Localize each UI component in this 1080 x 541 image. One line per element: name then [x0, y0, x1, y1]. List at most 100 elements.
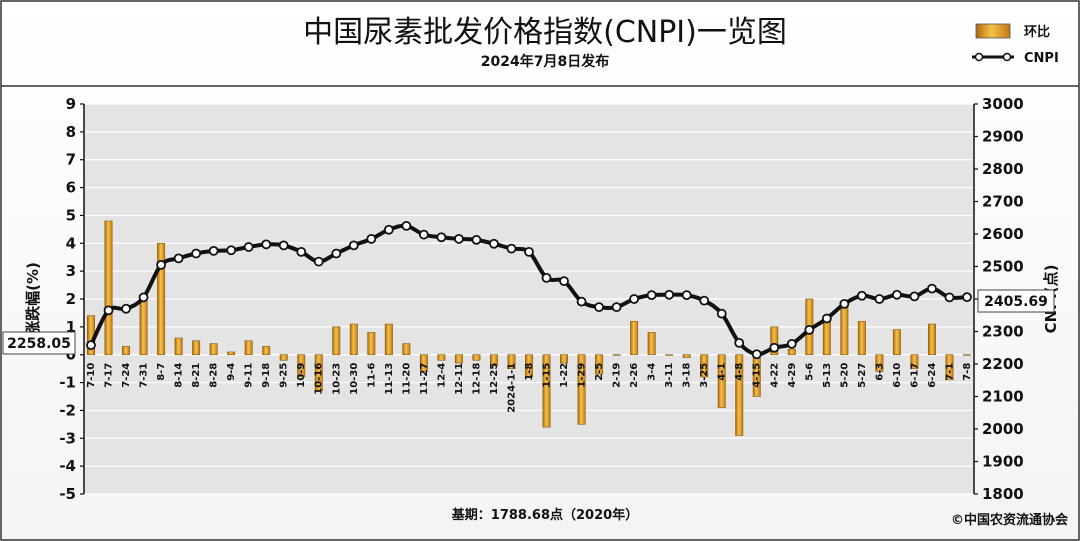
- cnpi-point: [86, 340, 96, 351]
- x-tick-label: 12-18: [471, 363, 482, 395]
- cnpi-point: [208, 245, 219, 256]
- y-left-tick-label: 4: [66, 234, 76, 252]
- x-tick-label: 11-13: [384, 363, 395, 395]
- x-tick-label: 6-17: [909, 363, 920, 388]
- cnpi-point: [331, 248, 342, 259]
- cnpi-point: [699, 295, 710, 306]
- legend-marker-right: [1002, 52, 1012, 62]
- bar: [892, 329, 901, 356]
- bar: [454, 354, 463, 364]
- y-right-tick-label: 3000: [982, 95, 1024, 113]
- bar: [963, 354, 971, 356]
- x-tick-label: 5-6: [804, 363, 815, 381]
- bar: [139, 301, 148, 356]
- x-tick-labels: 7-10 7-17 7-24 7-31 8-7 8-14 8-21 8-28 9-4 9-11 9-…: [86, 363, 973, 413]
- cnpi-point: [243, 242, 254, 252]
- cnpi-point: [856, 290, 867, 301]
- footer-base-period: 基期：1788.68点（2020年）: [451, 507, 638, 523]
- bar: [647, 332, 656, 356]
- footer-source: ©中国农资流通协会: [951, 512, 1069, 528]
- y-left-ticks: 9 8 7 6 5 4 3 2 1 0 -1 -2 -3 -4 -5: [59, 95, 84, 503]
- x-tick-label: 2024-1-1: [506, 363, 517, 413]
- x-tick-label: 1-8: [524, 363, 535, 381]
- bar: [279, 354, 288, 361]
- bar: [682, 354, 691, 358]
- cnpi-point: [278, 240, 289, 251]
- x-tick-label: 4-8: [734, 363, 745, 381]
- chart-subtitle: 2024年7月8日发布: [481, 53, 609, 70]
- x-tick-label: 9-25: [279, 363, 290, 388]
- x-tick-label: 3-18: [682, 363, 693, 388]
- bar: [122, 346, 131, 356]
- bar-series: [87, 220, 971, 436]
- bar: [770, 326, 779, 356]
- bar: [700, 354, 709, 378]
- y-left-tick-label: 3: [66, 262, 76, 280]
- cnpi-point: [716, 308, 727, 319]
- y-left-tick-label: 0: [66, 346, 76, 364]
- bar: [367, 332, 376, 356]
- legend-bar-swatch: [975, 23, 1011, 39]
- cnpi-point: [226, 245, 237, 256]
- legend-marker-left: [974, 52, 984, 62]
- x-tick-label: 3-4: [647, 363, 658, 381]
- cnpi-point: [804, 324, 815, 335]
- cnpi-point: [559, 276, 569, 287]
- x-tick-label: 4-22: [769, 363, 780, 388]
- x-tick-label: 1-29: [577, 363, 588, 388]
- cnpi-point: [751, 349, 762, 360]
- y-left-tick-label: 8: [66, 123, 76, 141]
- y-right-tick-label: 1800: [982, 485, 1024, 503]
- y-left-tick-label: -4: [59, 457, 76, 475]
- y-left-tick-label: -5: [59, 485, 76, 503]
- bar: [857, 320, 866, 356]
- cnpi-point: [681, 290, 692, 301]
- cnpi-point: [962, 292, 972, 303]
- x-tick-label: 10-30: [349, 363, 360, 395]
- y-left-tick-label: -3: [59, 429, 76, 447]
- cnpi-point: [821, 313, 832, 324]
- bar: [174, 337, 183, 356]
- y-left-tick-label: -2: [59, 401, 76, 419]
- chart-title: 中国尿素批发价格指数(CNPI)一览图: [303, 15, 787, 50]
- cnpi-point: [786, 338, 797, 349]
- y-right-tick-label: 2000: [982, 420, 1024, 438]
- bar: [104, 220, 113, 356]
- x-tick-label: 1-22: [559, 363, 570, 388]
- bar: [384, 323, 393, 356]
- y-right-tick-label: 2500: [982, 258, 1024, 276]
- bar: [157, 242, 166, 356]
- callout-start-box: [2, 331, 76, 355]
- cnpi-point: [471, 234, 482, 245]
- x-tick-label: 7-17: [104, 363, 115, 388]
- bar: [227, 351, 236, 356]
- x-tick-label: 7-31: [139, 363, 150, 388]
- callout-start-value: 2258.05: [7, 336, 71, 352]
- y-left-axis-title: 涨跌幅(%): [24, 262, 42, 336]
- cnpi-point: [121, 303, 131, 314]
- x-tick-label: 2-5: [594, 363, 605, 381]
- x-tick-label: 7-24: [121, 363, 132, 388]
- bar: [525, 354, 533, 378]
- x-tick-label: 10-9: [296, 363, 307, 388]
- cnpi-point: [436, 232, 447, 243]
- bar: [419, 354, 428, 372]
- cnpi-point: [734, 337, 745, 348]
- x-tick-label: 6-24: [927, 363, 938, 388]
- x-tick-label: 8-14: [174, 363, 185, 388]
- x-tick-label: 10-16: [314, 363, 325, 395]
- bar: [507, 354, 516, 369]
- bar: [717, 354, 726, 408]
- bar: [787, 348, 796, 356]
- cnpi-point: [489, 238, 499, 249]
- bar: [840, 307, 849, 356]
- x-tick-label: 5-27: [857, 363, 868, 388]
- cnpi-point: [594, 302, 604, 313]
- bar: [665, 354, 674, 356]
- callout-end-box: [977, 289, 1055, 313]
- y-right-tick-label: 2300: [982, 323, 1024, 341]
- cnpi-point: [313, 256, 324, 267]
- cnpi-point: [664, 289, 675, 300]
- bar: [612, 354, 621, 356]
